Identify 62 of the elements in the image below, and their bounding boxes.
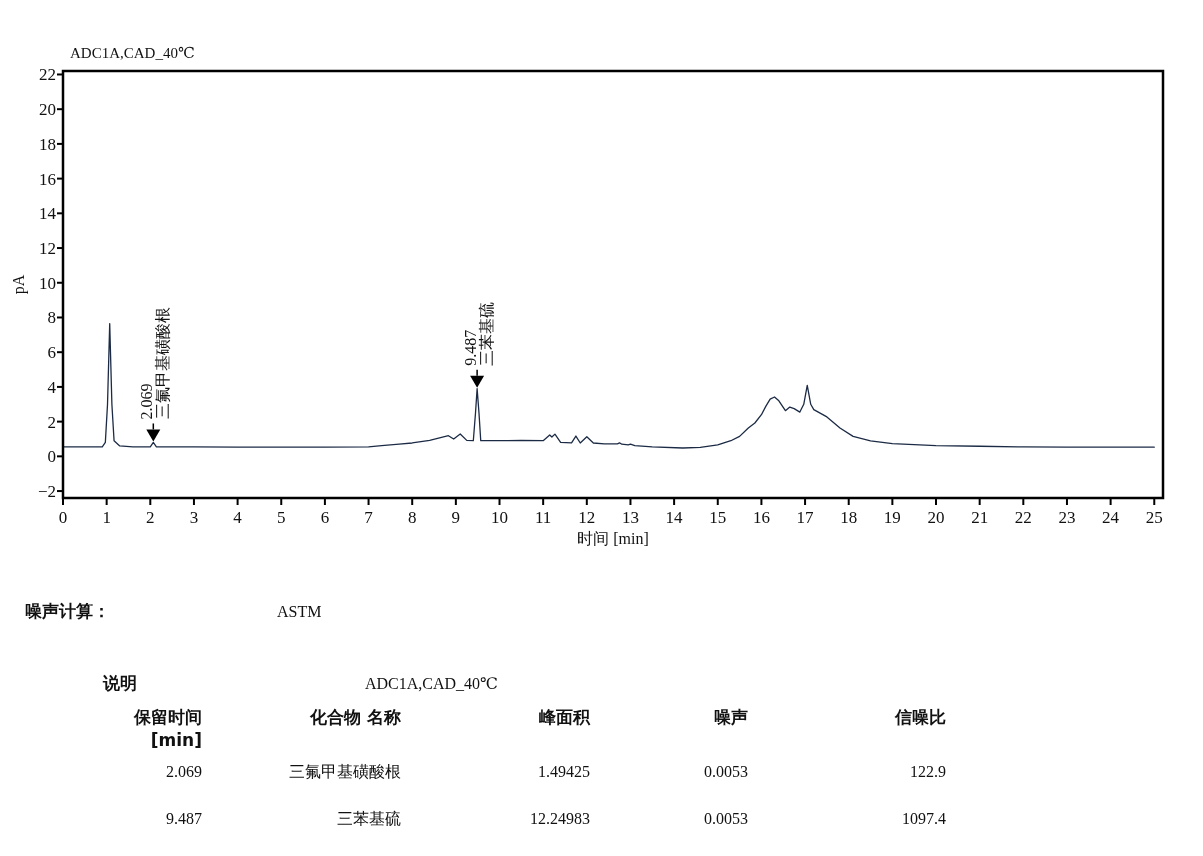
y-tick-label: 14 <box>39 204 57 224</box>
text: 噪声 <box>714 707 748 727</box>
text: 9.487 <box>166 810 202 827</box>
annotation: 2.069 三氟甲基磺酸根 <box>138 307 172 420</box>
x-tick-label: 19 <box>883 508 901 527</box>
x-tick-label: 18 <box>840 508 858 527</box>
text: 12.24983 <box>530 810 590 827</box>
text: 三苯基硫 <box>337 810 401 827</box>
y-tick-label: 10 <box>39 273 56 293</box>
text: 1.49425 <box>538 763 590 780</box>
y-tick-label: −2 <box>37 482 56 502</box>
x-tick-label: 11 <box>534 508 552 527</box>
x-tick-label: 13 <box>621 508 639 527</box>
x-axis-title: 时间 [min] <box>577 530 649 547</box>
text: 2.069 <box>166 763 202 780</box>
text: 化合物 名称 <box>309 707 401 727</box>
text: 122.9 <box>910 763 946 780</box>
x-tick-label: 14 <box>665 508 684 527</box>
x-tick-label: 2 <box>146 508 155 527</box>
text: 0.0053 <box>704 763 748 780</box>
text: 峰面积 <box>539 707 591 727</box>
text: 保留时间 [min] <box>133 707 202 750</box>
text: 噪声计算： <box>25 601 110 621</box>
x-tick-label: 12 <box>578 508 596 527</box>
y-tick-label: 6 <box>47 343 56 363</box>
x-tick-label: 3 <box>189 508 199 527</box>
y-tick-label: 4 <box>47 377 57 397</box>
text: 三氟甲基磺酸根 <box>289 763 401 780</box>
x-tick-label: 10 <box>491 508 509 527</box>
text: 0.0053 <box>704 810 748 827</box>
y-axis-title: pA <box>10 274 28 295</box>
text: 信噪比 <box>894 707 946 727</box>
x-tick-label: 17 <box>796 508 815 527</box>
y-tick-label: 12 <box>39 239 56 259</box>
y-tick-label: 0 <box>47 447 56 467</box>
chart-title: ADC1A,CAD_40℃ <box>70 45 195 61</box>
x-tick-label: 6 <box>320 508 330 527</box>
annotation: 9.487 三苯基硫 <box>462 301 496 366</box>
x-tick-label: 15 <box>709 508 727 527</box>
x-tick-label: 8 <box>407 508 417 527</box>
x-tick-label: 1 <box>102 508 111 527</box>
x-tick-label: 23 <box>1058 508 1076 527</box>
x-tick-label: 9 <box>451 508 461 527</box>
y-tick-label: 22 <box>39 65 56 85</box>
y-tick-label: 18 <box>39 134 56 154</box>
y-tick-label: 16 <box>39 169 56 189</box>
x-tick-label: 4 <box>233 508 243 527</box>
x-tick-label: 25 <box>1145 508 1163 527</box>
y-tick-label: 8 <box>47 308 56 328</box>
text: ADC1A,CAD_40℃ <box>365 675 499 692</box>
y-tick-label: 20 <box>39 100 56 120</box>
text: 1097.4 <box>902 810 946 827</box>
x-tick-label: 7 <box>364 508 374 527</box>
x-tick-label: 16 <box>752 508 770 527</box>
x-tick-label: 22 <box>1014 508 1032 527</box>
x-tick-label: 21 <box>971 508 989 527</box>
text: 说明 <box>102 673 137 693</box>
text: ASTM <box>277 603 322 620</box>
x-tick-label: 24 <box>1102 508 1120 527</box>
x-tick-label: 5 <box>277 508 286 527</box>
x-tick-label: 20 <box>927 508 945 527</box>
y-tick-label: 2 <box>47 412 56 432</box>
